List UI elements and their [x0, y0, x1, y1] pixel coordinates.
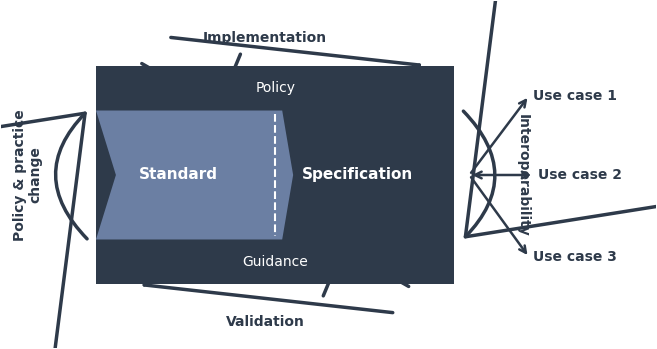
- Bar: [96, 239, 455, 284]
- Text: Standard: Standard: [139, 168, 218, 183]
- Text: Specification: Specification: [302, 168, 413, 183]
- Text: Use case 1: Use case 1: [533, 89, 617, 103]
- Text: Implementation: Implementation: [203, 31, 327, 45]
- Text: Use case 2: Use case 2: [538, 168, 622, 182]
- Text: Validation: Validation: [226, 315, 305, 329]
- Text: Policy: Policy: [255, 81, 295, 95]
- FancyArrowPatch shape: [142, 37, 419, 296]
- Text: Guidance: Guidance: [242, 255, 308, 269]
- Text: Interoperability: Interoperability: [516, 114, 530, 236]
- Text: Policy & practice
change: Policy & practice change: [12, 109, 43, 241]
- Text: Use case 3: Use case 3: [533, 250, 617, 264]
- Bar: [96, 111, 455, 239]
- Polygon shape: [96, 111, 293, 239]
- FancyArrowPatch shape: [145, 54, 409, 313]
- Bar: [96, 66, 455, 111]
- FancyArrowPatch shape: [463, 0, 657, 237]
- FancyArrowPatch shape: [0, 113, 87, 349]
